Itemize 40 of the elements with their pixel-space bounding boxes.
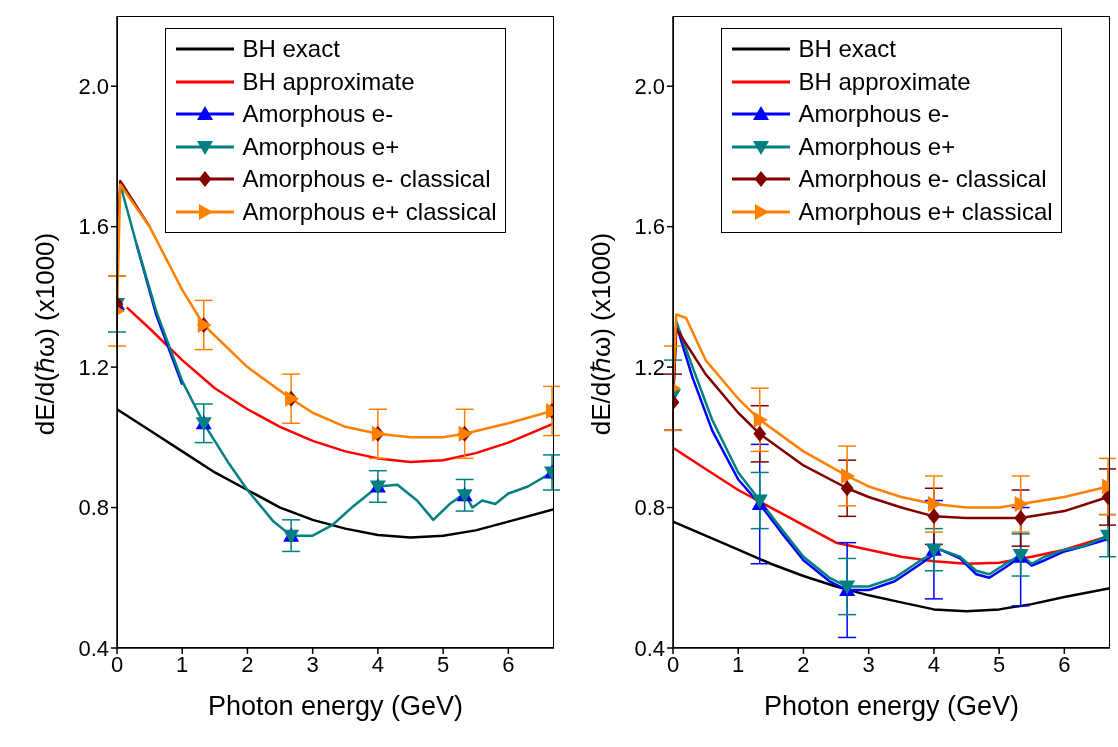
x-tick-label: 5 xyxy=(992,651,1006,677)
y-tick-label: 0.4 xyxy=(78,635,109,661)
x-tick-label: 4 xyxy=(927,651,941,677)
x-tick-label: 3 xyxy=(306,651,319,677)
legend-label: BH exact xyxy=(798,34,896,64)
x-tick-label: 1 xyxy=(732,651,745,677)
legend-label: Amorphous e- classical xyxy=(798,164,1047,194)
y-tick-label: 2.0 xyxy=(78,74,109,100)
y-tick-label: 1.6 xyxy=(634,214,665,240)
legend-label: Amorphous e- xyxy=(242,99,394,129)
legend-label: Amorphous e+ xyxy=(242,131,400,162)
x-tick-label: 3 xyxy=(862,651,875,677)
legend-label: Amorphous e+ classical xyxy=(242,196,497,227)
y-axis-title: dE/d(ℏω) (x1000) xyxy=(585,231,617,438)
x-axis-title: Photon energy (GeV) xyxy=(762,691,1021,722)
legend-label: BH exact xyxy=(242,34,340,64)
y-tick-label: 2.0 xyxy=(634,74,665,100)
y-tick-label: 0.4 xyxy=(634,635,665,661)
x-tick-label: 1 xyxy=(176,651,189,677)
x-tick-label: 6 xyxy=(502,651,515,677)
x-tick-label: 0 xyxy=(666,651,680,677)
x-tick-label: 6 xyxy=(1058,651,1071,677)
y-axis-title: dE/d(ℏω) (x1000) xyxy=(29,231,61,438)
y-tick-label: 0.8 xyxy=(78,495,109,521)
legend-label: Amorphous e+ xyxy=(798,131,956,162)
legend-label: BH approximate xyxy=(242,66,415,97)
x-tick-label: 0 xyxy=(110,651,124,677)
x-axis-title: Photon energy (GeV) xyxy=(206,691,465,722)
legend-label: Amorphous e- classical xyxy=(242,164,491,194)
x-tick-label: 2 xyxy=(797,651,810,677)
legend-label: BH approximate xyxy=(798,66,971,97)
y-tick-label: 1.2 xyxy=(634,354,665,380)
x-tick-label: 5 xyxy=(436,651,450,677)
x-tick-label: 4 xyxy=(371,651,385,677)
y-tick-label: 0.8 xyxy=(634,495,665,521)
legend-label: Amorphous e- xyxy=(798,99,950,129)
y-tick-label: 1.6 xyxy=(78,214,109,240)
x-tick-label: 2 xyxy=(241,651,254,677)
y-tick-label: 1.2 xyxy=(78,354,109,380)
legend-label: Amorphous e+ classical xyxy=(798,196,1053,227)
